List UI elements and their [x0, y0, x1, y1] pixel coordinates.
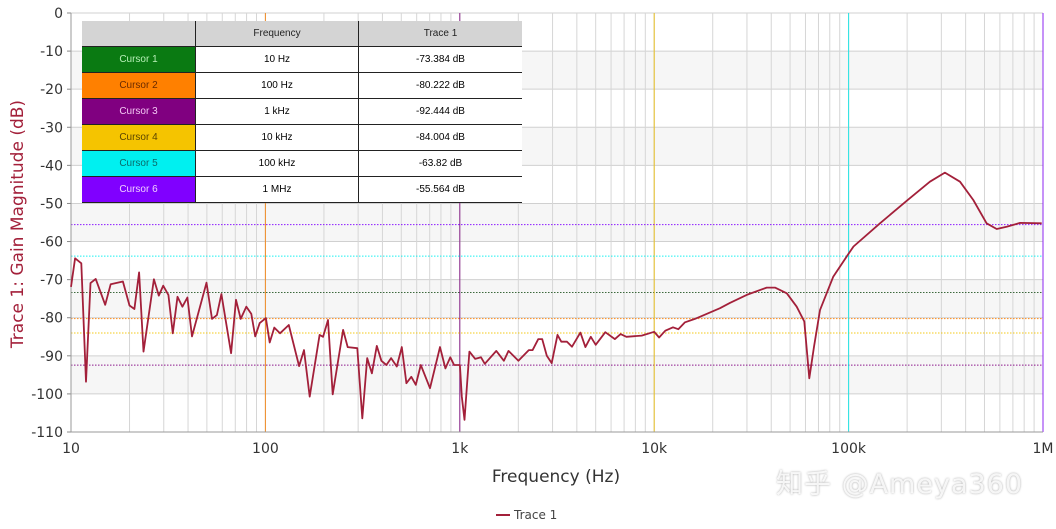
cursor-row-5: Cursor 5 100 kHz -63.82 dB: [82, 150, 522, 177]
cursor-row-1: Cursor 1 10 Hz -73.384 dB: [82, 46, 522, 73]
y-tick-label: -10: [40, 44, 63, 60]
y-tick-label: -70: [40, 273, 63, 289]
x-tick-label: 1M: [1033, 441, 1054, 457]
cursor-frequency: 100 Hz: [195, 72, 359, 99]
cursor-table: Frequency Trace 1 Cursor 1 10 Hz -73.384 d…: [82, 21, 522, 203]
cursor-label: Cursor 1: [82, 46, 196, 73]
x-tick-label: 100k: [831, 441, 867, 457]
legend: Trace 1: [496, 508, 557, 522]
cursor-frequency: 10 Hz: [195, 46, 359, 73]
y-tick-label: 0: [54, 6, 63, 22]
header-blank: [82, 21, 196, 47]
y-tick-label: -50: [40, 196, 63, 212]
x-tick-label: 10: [62, 441, 80, 457]
y-tick-label: -100: [31, 387, 63, 403]
y-tick-label: -80: [40, 311, 63, 327]
grid-band: [71, 279, 1043, 318]
y-tick-label: -30: [40, 120, 63, 136]
cursor-label: Cursor 2: [82, 72, 196, 99]
cursor-value: -80.222 dB: [358, 72, 522, 99]
legend-swatch: [496, 514, 510, 516]
y-tick-label: -40: [40, 158, 63, 174]
cursor-label: Cursor 4: [82, 124, 196, 151]
cursor-frequency: 100 kHz: [195, 150, 359, 177]
cursor-value: -92.444 dB: [358, 98, 522, 125]
cursor-frequency: 1 MHz: [195, 176, 359, 203]
cursor-row-4: Cursor 4 10 kHz -84.004 dB: [82, 124, 522, 151]
cursor-table-header: Frequency Trace 1: [82, 21, 522, 47]
header-trace: Trace 1: [358, 21, 522, 47]
y-tick-label: -110: [31, 425, 63, 441]
legend-label: Trace 1: [514, 508, 558, 522]
y-tick-label: -60: [40, 235, 63, 251]
y-axis-label: Trace 1: Gain Magnitude (dB): [8, 99, 28, 349]
cursor-row-2: Cursor 2 100 Hz -80.222 dB: [82, 72, 522, 99]
cursor-value: -73.384 dB: [358, 46, 522, 73]
cursor-value: -63.82 dB: [358, 150, 522, 177]
x-tick-label: 10k: [641, 441, 668, 457]
cursor-value: -55.564 dB: [358, 176, 522, 203]
cursor-label: Cursor 3: [82, 98, 196, 125]
cursor-value: -84.004 dB: [358, 124, 522, 151]
x-axis-label: Frequency (Hz): [491, 467, 621, 487]
cursor-label: Cursor 6: [82, 176, 196, 203]
x-tick-label: 100: [252, 441, 279, 457]
cursor-label: Cursor 5: [82, 150, 196, 177]
cursor-frequency: 1 kHz: [195, 98, 359, 125]
header-frequency: Frequency: [195, 21, 359, 47]
x-tick-label: 1k: [451, 441, 469, 457]
watermark: 知乎 @Ameya360: [776, 469, 1024, 500]
grid-band: [71, 355, 1043, 394]
y-tick-label: -20: [40, 82, 63, 98]
cursor-frequency: 10 kHz: [195, 124, 359, 151]
trace-line-1: [70, 171, 1042, 421]
y-tick-label: -90: [40, 349, 63, 365]
